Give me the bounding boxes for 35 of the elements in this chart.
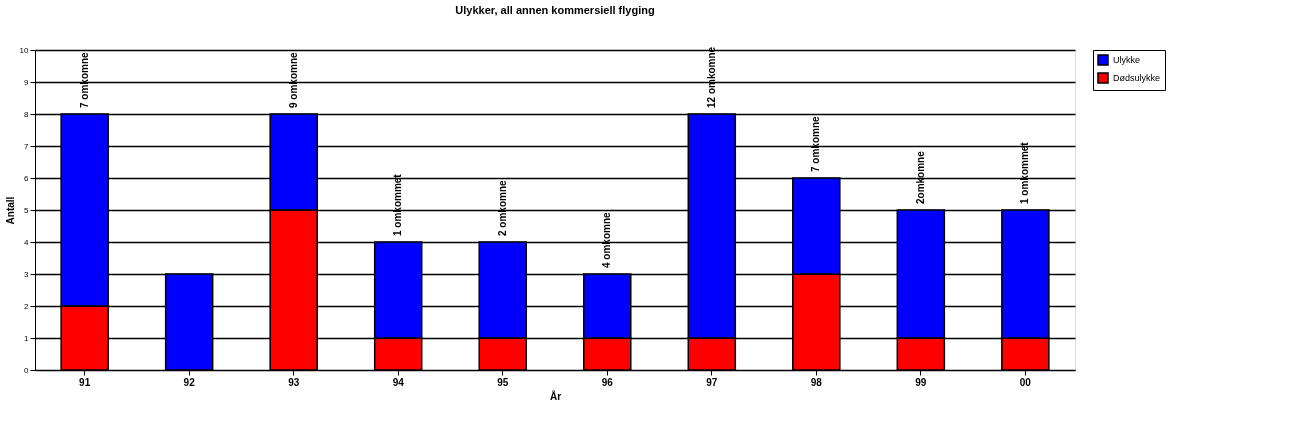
x-tick-label: 92 xyxy=(183,376,196,388)
y-tick-label: 6 xyxy=(24,173,30,183)
y-tick-label: 8 xyxy=(24,109,30,119)
chart-title: Ulykker, all annen kommersiell flyging xyxy=(455,4,655,16)
y-tick-label: 0 xyxy=(24,365,30,375)
legend-label: Dødsulykke xyxy=(1113,73,1161,83)
x-tick-label: 97 xyxy=(706,376,718,388)
annotation: 2 omkomne xyxy=(496,179,508,236)
x-tick-label: 94 xyxy=(392,376,405,388)
y-tick-label: 1 xyxy=(24,333,30,343)
x-tick-label: 99 xyxy=(915,376,927,388)
x-tick-label: 00 xyxy=(1019,376,1032,388)
y-tick-label: 7 xyxy=(24,141,30,151)
y-tick-label: 4 xyxy=(24,237,30,247)
y-tick-label: 9 xyxy=(24,77,30,87)
x-axis-title: År xyxy=(549,389,562,402)
annotation: 7 omkomne xyxy=(810,115,822,172)
y-axis-title: Antall xyxy=(4,196,16,225)
annotation: 1 omkommet xyxy=(392,173,404,236)
annotation: 2omkomne xyxy=(914,150,926,204)
legend-label: Ulykke xyxy=(1113,55,1141,65)
annotation: 9 omkomne xyxy=(287,51,299,108)
x-tick-label: 91 xyxy=(79,376,91,388)
annotation: 7 omkomne xyxy=(78,51,90,108)
annotation: 1 omkommet xyxy=(1019,141,1031,204)
y-tick-label: 3 xyxy=(24,269,30,279)
y-tick-label: 5 xyxy=(24,205,30,215)
annotation: 4 omkomne xyxy=(601,211,613,268)
annotation: 12 omkomne xyxy=(705,46,717,108)
x-tick-label: 93 xyxy=(288,376,300,388)
x-tick-label: 96 xyxy=(601,376,614,388)
y-tick-label: 10 xyxy=(19,45,30,55)
y-tick-label: 2 xyxy=(24,301,30,311)
x-tick-label: 95 xyxy=(497,376,509,388)
x-tick-label: 98 xyxy=(810,376,823,388)
